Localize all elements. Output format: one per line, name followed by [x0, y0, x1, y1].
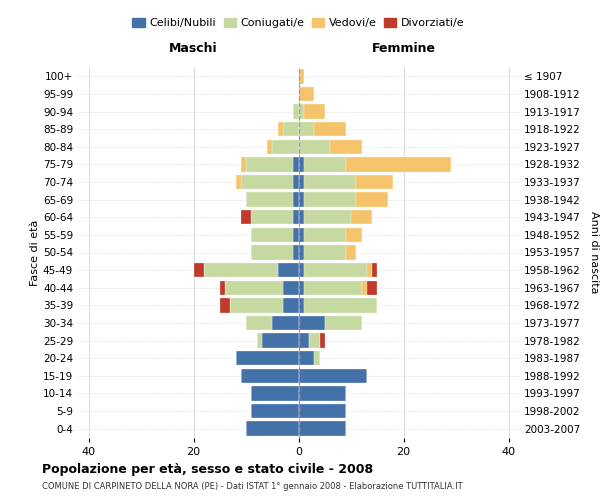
Bar: [367, 280, 377, 295]
Bar: [235, 175, 241, 189]
Text: Popolazione per età, sesso e stato civile - 2008: Popolazione per età, sesso e stato civil…: [42, 462, 373, 475]
Y-axis label: Anni di nascita: Anni di nascita: [589, 211, 599, 294]
Bar: [277, 263, 299, 278]
Bar: [299, 228, 304, 242]
Bar: [372, 263, 377, 278]
Bar: [225, 280, 283, 295]
Bar: [246, 316, 272, 330]
Text: Maschi: Maschi: [169, 42, 218, 54]
Bar: [304, 104, 325, 119]
Bar: [314, 351, 320, 366]
Bar: [304, 175, 356, 189]
Bar: [251, 210, 293, 224]
Bar: [299, 86, 314, 101]
Bar: [304, 192, 356, 207]
Bar: [299, 334, 309, 348]
Bar: [367, 263, 372, 278]
Bar: [293, 246, 299, 260]
Bar: [220, 298, 230, 312]
Bar: [204, 263, 277, 278]
Bar: [241, 175, 293, 189]
Bar: [262, 334, 299, 348]
Bar: [299, 316, 325, 330]
Bar: [230, 298, 283, 312]
Bar: [272, 316, 299, 330]
Bar: [257, 334, 262, 348]
Bar: [293, 175, 299, 189]
Bar: [304, 157, 346, 172]
Bar: [299, 157, 304, 172]
Bar: [299, 210, 304, 224]
Bar: [356, 192, 388, 207]
Bar: [299, 122, 314, 136]
Bar: [299, 280, 304, 295]
Bar: [299, 422, 346, 436]
Bar: [267, 140, 272, 154]
Bar: [293, 210, 299, 224]
Bar: [293, 104, 299, 119]
Bar: [309, 334, 320, 348]
Bar: [299, 351, 314, 366]
Bar: [251, 228, 293, 242]
Bar: [304, 228, 346, 242]
Bar: [304, 246, 346, 260]
Bar: [320, 334, 325, 348]
Bar: [304, 263, 367, 278]
Bar: [277, 122, 283, 136]
Bar: [304, 210, 351, 224]
Bar: [246, 192, 293, 207]
Bar: [351, 210, 372, 224]
Text: Femmine: Femmine: [371, 42, 436, 54]
Bar: [251, 404, 299, 418]
Bar: [241, 157, 246, 172]
Bar: [299, 263, 304, 278]
Bar: [299, 368, 367, 383]
Bar: [293, 228, 299, 242]
Bar: [330, 140, 361, 154]
Text: COMUNE DI CARPINETO DELLA NORA (PE) - Dati ISTAT 1° gennaio 2008 - Elaborazione : COMUNE DI CARPINETO DELLA NORA (PE) - Da…: [42, 482, 463, 491]
Bar: [299, 69, 304, 84]
Bar: [299, 246, 304, 260]
Bar: [283, 298, 299, 312]
Bar: [304, 298, 377, 312]
Bar: [241, 210, 251, 224]
Bar: [314, 122, 346, 136]
Bar: [272, 140, 299, 154]
Bar: [299, 386, 346, 400]
Bar: [299, 298, 304, 312]
Bar: [299, 104, 304, 119]
Bar: [325, 316, 361, 330]
Bar: [346, 228, 361, 242]
Bar: [251, 246, 293, 260]
Bar: [235, 351, 299, 366]
Bar: [299, 192, 304, 207]
Bar: [220, 280, 225, 295]
Bar: [299, 175, 304, 189]
Bar: [346, 157, 451, 172]
Bar: [283, 280, 299, 295]
Bar: [251, 386, 299, 400]
Bar: [304, 280, 361, 295]
Bar: [193, 263, 204, 278]
Bar: [361, 280, 367, 295]
Bar: [299, 140, 330, 154]
Bar: [293, 157, 299, 172]
Y-axis label: Fasce di età: Fasce di età: [30, 220, 40, 286]
Bar: [246, 422, 299, 436]
Bar: [346, 246, 356, 260]
Legend: Celibi/Nubili, Coniugati/e, Vedovi/e, Divorziati/e: Celibi/Nubili, Coniugati/e, Vedovi/e, Di…: [130, 16, 467, 30]
Bar: [241, 368, 299, 383]
Bar: [283, 122, 299, 136]
Bar: [293, 192, 299, 207]
Bar: [356, 175, 393, 189]
Bar: [299, 404, 346, 418]
Bar: [246, 157, 293, 172]
